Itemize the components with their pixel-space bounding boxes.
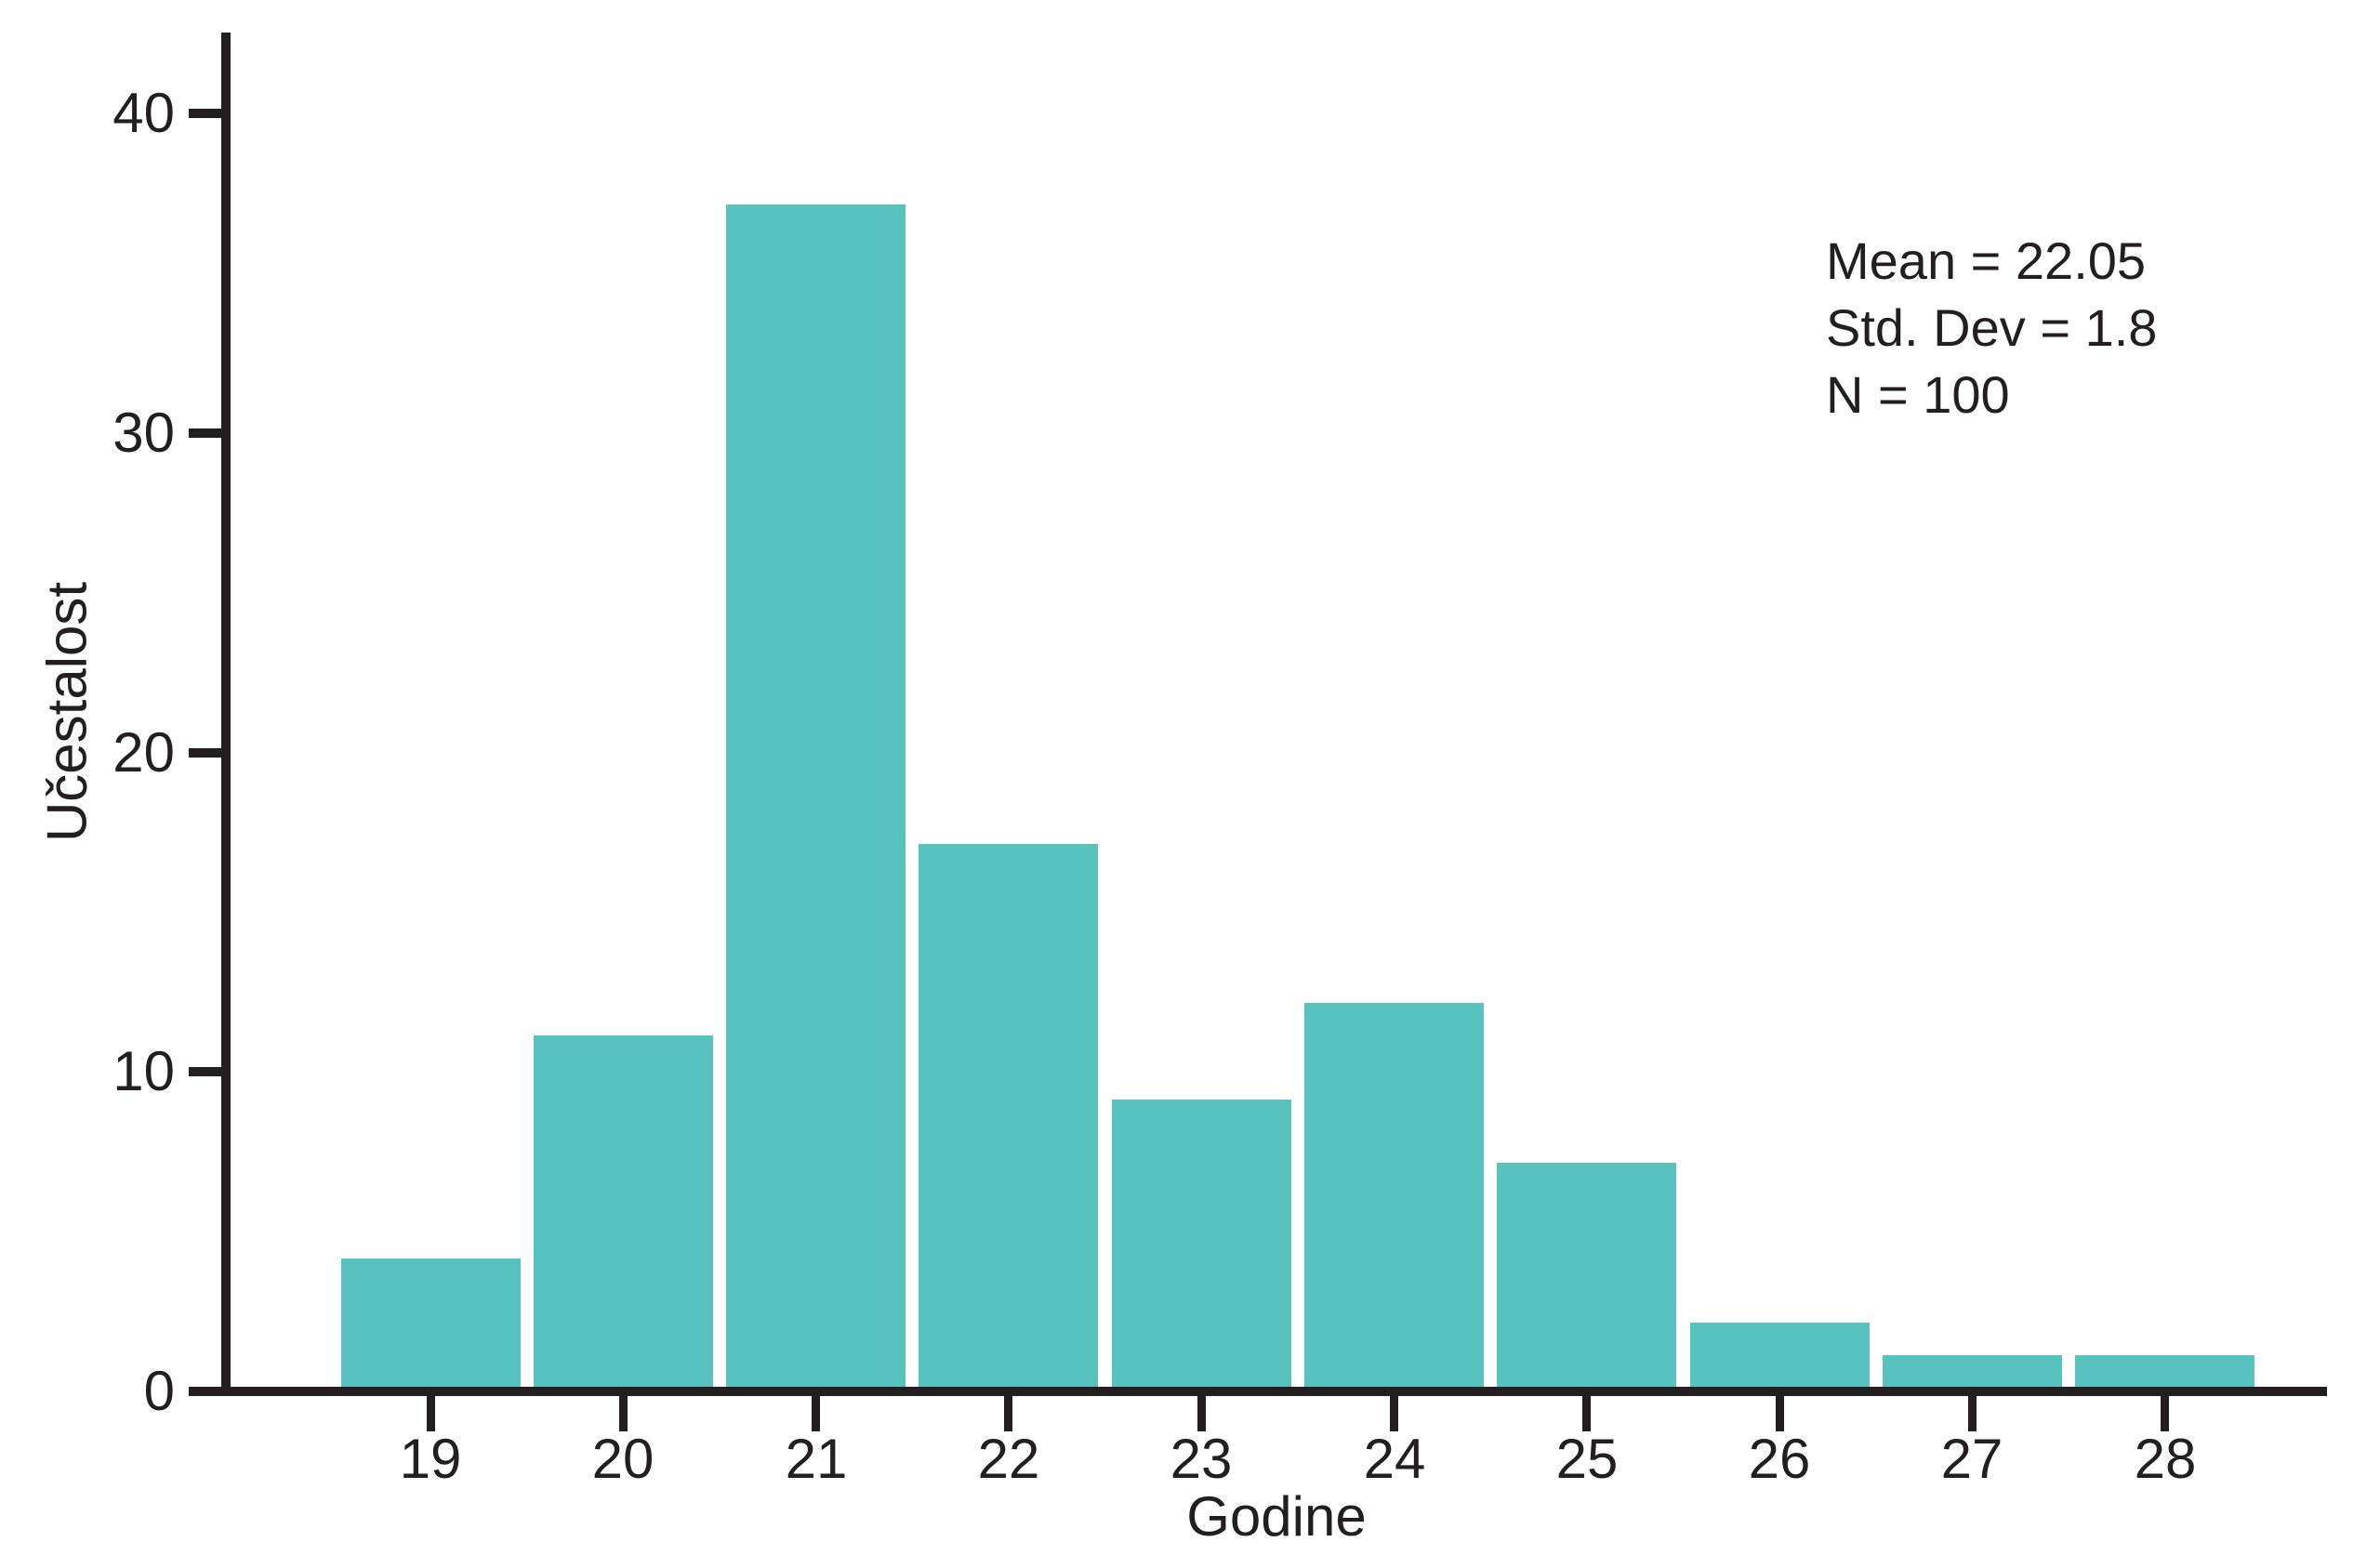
- bar-20: [534, 1035, 713, 1387]
- y-tick-label-40: 40: [112, 82, 175, 144]
- y-tick-label-0: 0: [143, 1360, 175, 1422]
- bar-27: [1883, 1355, 2062, 1387]
- x-tick-21: [812, 1396, 820, 1431]
- bar-26: [1690, 1323, 1870, 1387]
- x-tick-20: [619, 1396, 628, 1431]
- y-tick-0: [189, 1387, 221, 1396]
- x-tick-27: [1968, 1396, 1977, 1431]
- x-tick-28: [2161, 1396, 2169, 1431]
- bar-22: [919, 844, 1098, 1387]
- x-tick-23: [1197, 1396, 1206, 1431]
- bar-23: [1112, 1100, 1291, 1387]
- x-tick-label-27: 27: [1940, 1428, 2003, 1490]
- x-axis-title: Godine: [1186, 1485, 1367, 1548]
- bar-25: [1497, 1163, 1676, 1387]
- bar-28: [2075, 1355, 2254, 1387]
- y-tick-10: [189, 1067, 221, 1076]
- x-tick-label-28: 28: [2134, 1428, 2197, 1490]
- y-tick-30: [189, 428, 221, 438]
- x-tick-label-21: 21: [785, 1428, 848, 1490]
- x-tick-19: [427, 1396, 435, 1431]
- stats-annotation: Mean = 22.05 Std. Dev = 1.8 N = 100: [1826, 228, 2157, 428]
- x-tick-22: [1004, 1396, 1012, 1431]
- x-tick-label-22: 22: [977, 1428, 1040, 1490]
- bar-24: [1304, 1003, 1484, 1387]
- bar-21: [726, 204, 906, 1387]
- x-tick-24: [1390, 1396, 1398, 1431]
- x-tick-25: [1582, 1396, 1591, 1431]
- y-axis-title: Učestalost: [35, 581, 99, 843]
- x-tick-label-25: 25: [1555, 1428, 1619, 1490]
- x-tick-label-19: 19: [399, 1428, 462, 1490]
- x-tick-label-26: 26: [1748, 1428, 1811, 1490]
- x-tick-label-24: 24: [1363, 1428, 1426, 1490]
- stddev-label: Std. Dev = 1.8: [1826, 298, 2158, 357]
- y-tick-20: [189, 748, 221, 758]
- y-tick-40: [189, 109, 221, 118]
- bar-19: [341, 1258, 521, 1387]
- y-tick-label-10: 10: [112, 1040, 175, 1102]
- y-axis-line: [221, 33, 231, 1396]
- y-tick-label-20: 20: [112, 721, 175, 784]
- mean-label: Mean = 22.05: [1826, 231, 2147, 290]
- x-tick-26: [1776, 1396, 1784, 1431]
- n-label: N = 100: [1826, 365, 2010, 424]
- x-axis-line: [221, 1387, 2327, 1396]
- x-tick-label-20: 20: [591, 1428, 654, 1490]
- x-tick-label-23: 23: [1170, 1428, 1233, 1490]
- y-tick-label-30: 30: [112, 402, 175, 464]
